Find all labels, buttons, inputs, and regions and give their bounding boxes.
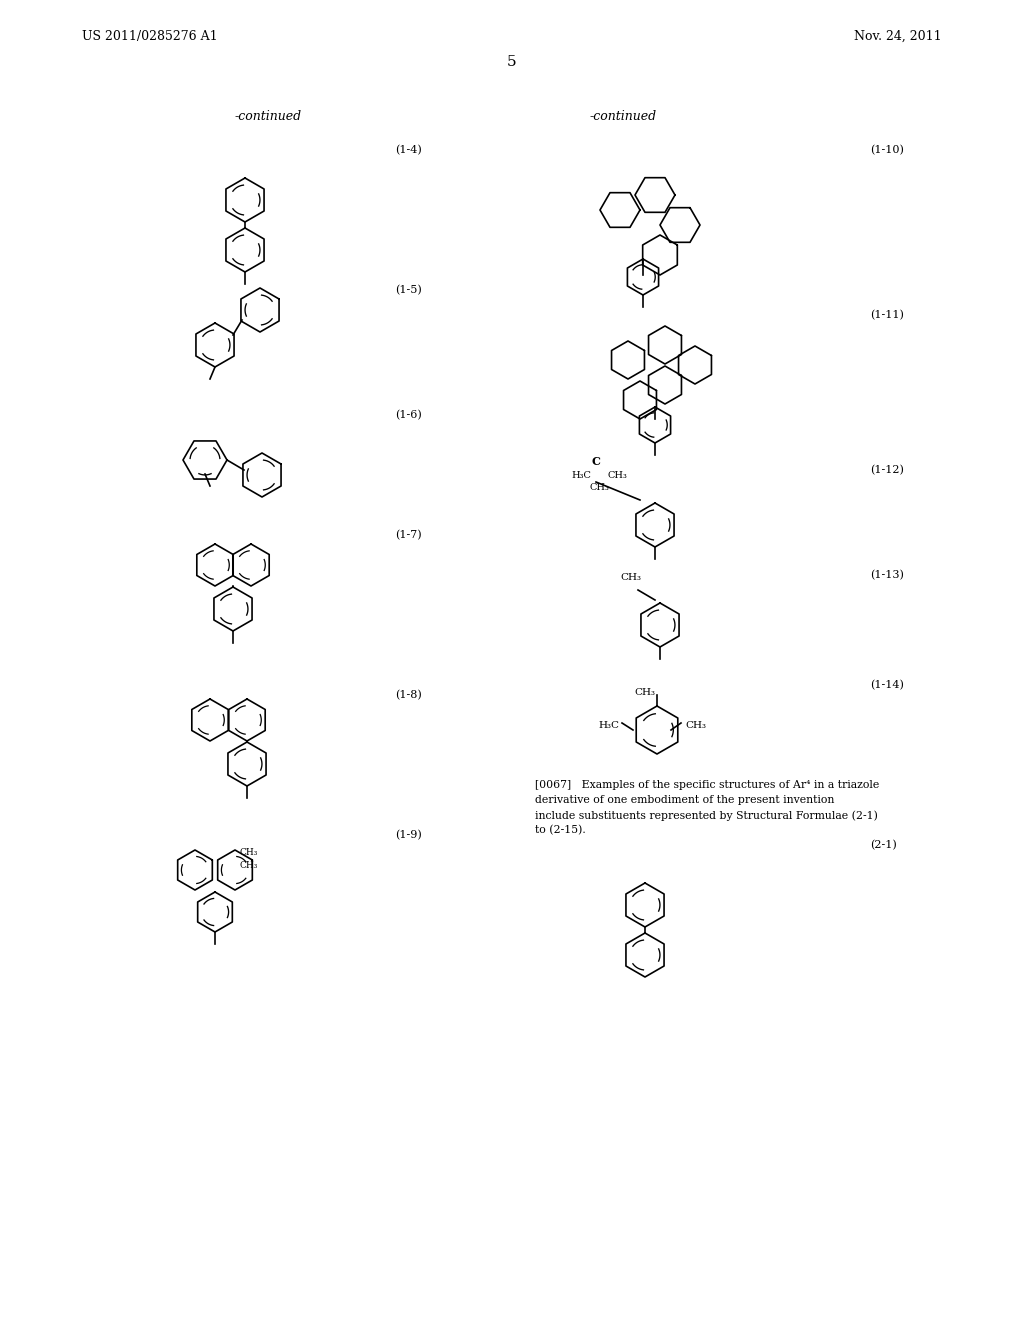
Text: CH₃: CH₃ bbox=[620, 573, 641, 582]
Text: derivative of one embodiment of the present invention: derivative of one embodiment of the pres… bbox=[535, 795, 835, 805]
Text: (1-6): (1-6) bbox=[395, 411, 422, 420]
Text: (1-11): (1-11) bbox=[870, 310, 904, 321]
Text: (1-8): (1-8) bbox=[395, 690, 422, 701]
Text: (1-7): (1-7) bbox=[395, 531, 422, 540]
Text: (1-4): (1-4) bbox=[395, 145, 422, 156]
Text: H₃C: H₃C bbox=[598, 721, 618, 730]
Text: (1-12): (1-12) bbox=[870, 465, 904, 475]
Text: [0067]   Examples of the specific structures of Ar⁴ in a triazole: [0067] Examples of the specific structur… bbox=[535, 780, 880, 789]
Text: -continued: -continued bbox=[590, 110, 657, 123]
Text: (2-1): (2-1) bbox=[870, 840, 897, 850]
Text: H₃C: H₃C bbox=[571, 471, 591, 480]
Text: (1-13): (1-13) bbox=[870, 570, 904, 581]
Text: CH₃: CH₃ bbox=[634, 688, 655, 697]
Text: (1-5): (1-5) bbox=[395, 285, 422, 296]
Text: to (2-15).: to (2-15). bbox=[535, 825, 586, 836]
Text: (1-10): (1-10) bbox=[870, 145, 904, 156]
Text: Nov. 24, 2011: Nov. 24, 2011 bbox=[854, 30, 942, 44]
Text: CH₃: CH₃ bbox=[240, 861, 258, 870]
Text: (1-9): (1-9) bbox=[395, 830, 422, 841]
Text: CH₃: CH₃ bbox=[590, 483, 610, 492]
Text: CH₃: CH₃ bbox=[685, 721, 706, 730]
Text: C: C bbox=[592, 455, 601, 467]
Text: include substituents represented by Structural Formulae (2-1): include substituents represented by Stru… bbox=[535, 810, 878, 821]
Text: CH₃: CH₃ bbox=[240, 847, 258, 857]
Text: US 2011/0285276 A1: US 2011/0285276 A1 bbox=[82, 30, 218, 44]
Text: CH₃: CH₃ bbox=[607, 471, 627, 480]
Text: (1-14): (1-14) bbox=[870, 680, 904, 690]
Text: 5: 5 bbox=[507, 55, 517, 69]
Text: -continued: -continued bbox=[234, 110, 302, 123]
